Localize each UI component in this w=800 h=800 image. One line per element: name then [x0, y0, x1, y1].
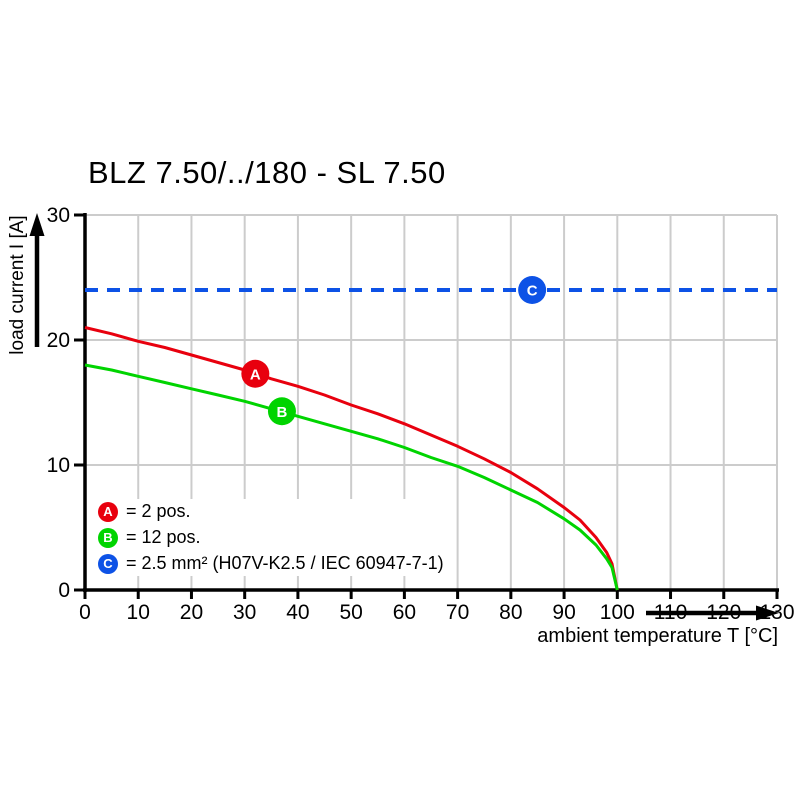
- chart-legend: A = 2 pos. B = 12 pos. C = 2.5 mm² (H07V…: [94, 499, 454, 576]
- x-tick-label-40: 40: [286, 601, 309, 624]
- curve-a: [84, 326, 619, 591]
- x-axis-arrowhead-icon: [756, 605, 779, 621]
- x-tick-label-50: 50: [339, 601, 362, 624]
- curve-b: [84, 363, 619, 591]
- y-axis-label: load current I [A]: [7, 215, 28, 355]
- y-tick-label-0: 0: [58, 579, 70, 602]
- x-tick-label-90: 90: [552, 601, 575, 624]
- legend-item-a: A = 2 pos.: [98, 501, 444, 522]
- marker-a-label: A: [250, 366, 261, 383]
- x-tick-label-0: 0: [79, 601, 91, 624]
- x-tick-label-30: 30: [233, 601, 256, 624]
- series-b-badge-icon: B: [98, 527, 118, 548]
- legend-item-b: B = 12 pos.: [98, 527, 444, 548]
- x-tick-label-70: 70: [446, 601, 469, 624]
- y-tick-label-30: 30: [47, 204, 70, 227]
- marker-c-icon: [518, 276, 547, 304]
- legend-label-c: = 2.5 mm² (H07V-K2.5 / IEC 60947-7-1): [126, 553, 444, 573]
- legend-item-c: C = 2.5 mm² (H07V-K2.5 / IEC 60947-7-1): [98, 553, 444, 574]
- y-tick-label-20: 20: [47, 329, 70, 352]
- legend-label-b: = 12 pos.: [126, 527, 201, 547]
- y-tick-label-10: 10: [47, 454, 70, 477]
- x-tick-label-20: 20: [180, 601, 203, 624]
- legend-label-a: = 2 pos.: [126, 501, 191, 521]
- x-tick-label-80: 80: [499, 601, 522, 624]
- marker-b-icon: [267, 397, 296, 426]
- x-tick-label-10: 10: [127, 601, 150, 624]
- x-tick-label-60: 60: [393, 601, 416, 624]
- y-axis-arrowhead-icon: [29, 213, 45, 236]
- marker-a-icon: [241, 359, 270, 388]
- page-title: BLZ 7.50/../180 - SL 7.50: [88, 155, 446, 190]
- marker-b-label: B: [277, 404, 288, 421]
- series-c-badge-icon: C: [98, 553, 118, 574]
- x-tick-label-100: 100: [600, 601, 635, 624]
- x-axis-label: ambient temperature T [°C]: [537, 625, 778, 647]
- marker-c-label: C: [527, 283, 538, 300]
- series-a-badge-icon: A: [98, 501, 118, 522]
